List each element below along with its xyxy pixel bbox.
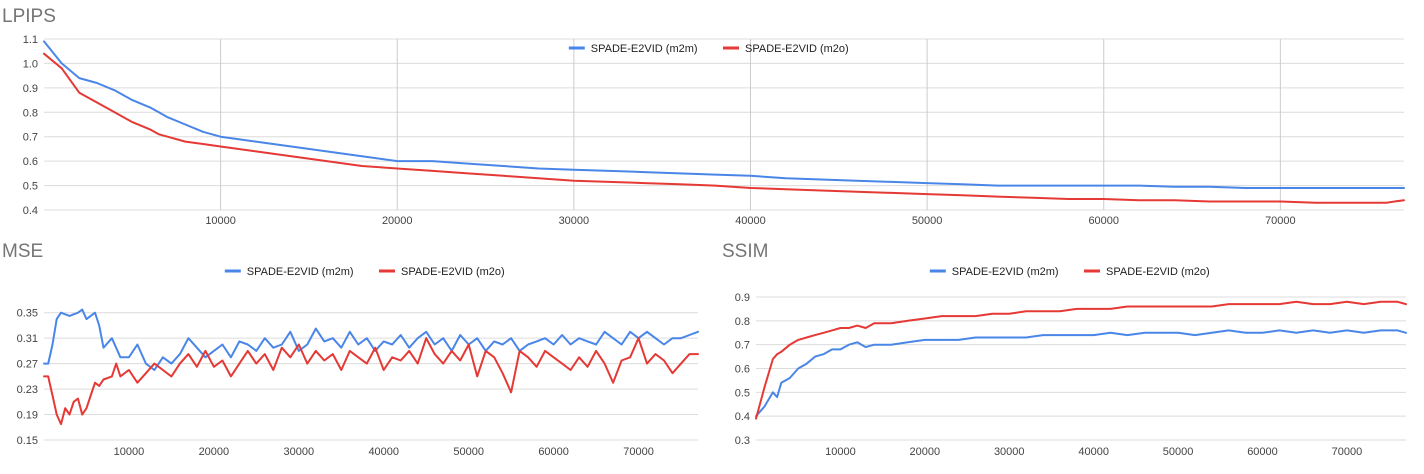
series-line-m2m xyxy=(43,40,1405,189)
x-tick-label: 40000 xyxy=(368,446,399,458)
x-tick-label: 60000 xyxy=(1088,215,1119,227)
x-tick-label: 10000 xyxy=(205,215,236,227)
legend-label: SPADE-E2VID (m2o) xyxy=(1106,266,1210,278)
legend-label: SPADE-E2VID (m2o) xyxy=(745,43,849,55)
x-tick-label: 60000 xyxy=(538,446,569,458)
x-tick-label: 60000 xyxy=(1247,446,1278,458)
x-tick-label: 40000 xyxy=(735,215,766,227)
y-tick-label: 0.6 xyxy=(23,156,38,168)
x-tick-label: 70000 xyxy=(623,446,654,458)
series-line-m2o xyxy=(43,52,1405,204)
x-tick-label: 10000 xyxy=(825,446,856,458)
x-tick-label: 10000 xyxy=(114,446,145,458)
chart-title: LPIPS xyxy=(2,6,56,27)
y-tick-label: 0.15 xyxy=(17,435,38,447)
x-tick-label: 30000 xyxy=(284,446,315,458)
y-tick-label: 1.0 xyxy=(23,58,38,70)
y-tick-label: 0.7 xyxy=(735,340,750,352)
x-tick-label: 50000 xyxy=(453,446,484,458)
legend-item: SPADE-E2VID (m2o) xyxy=(379,266,505,278)
chart-title: MSE xyxy=(2,241,43,262)
x-tick-label: 20000 xyxy=(199,446,230,458)
chart-0: LPIPS 0.4 0.5 0.6 0.7 0.8 0.9 1.0 1.1 10000 20000 3… xyxy=(2,6,1405,227)
y-tick-label: 0.35 xyxy=(17,308,38,320)
x-tick-label: 70000 xyxy=(1332,446,1363,458)
x-tick-label: 30000 xyxy=(559,215,590,227)
y-tick-label: 0.8 xyxy=(23,107,38,119)
legend-label: SPADE-E2VID (m2m) xyxy=(591,43,698,55)
y-tick-label: 1.1 xyxy=(23,34,38,46)
chart-title: SSIM xyxy=(722,241,768,262)
y-tick-label: 0.19 xyxy=(17,410,38,422)
y-tick-label: 0.4 xyxy=(23,205,38,217)
y-tick-label: 0.27 xyxy=(17,359,38,371)
series-line-m2m xyxy=(755,329,1407,418)
y-tick-label: 0.7 xyxy=(23,132,38,144)
y-tick-label: 0.9 xyxy=(23,83,38,95)
x-tick-label: 20000 xyxy=(382,215,413,227)
legend-item: SPADE-E2VID (m2o) xyxy=(723,43,849,55)
chart-1: MSE 0.15 0.19 0.23 0.27 0.31 0.35 10000 20000 300… xyxy=(2,241,699,458)
y-tick-label: 0.9 xyxy=(735,292,750,304)
y-tick-label: 0.5 xyxy=(23,181,38,193)
series-line-m2o xyxy=(755,300,1407,420)
x-tick-label: 20000 xyxy=(910,446,941,458)
x-tick-label: 30000 xyxy=(994,446,1025,458)
legend-item: SPADE-E2VID (m2o) xyxy=(1084,266,1210,278)
legend-item: SPADE-E2VID (m2m) xyxy=(224,266,354,278)
y-tick-label: 0.23 xyxy=(17,384,38,396)
legend-label: SPADE-E2VID (m2m) xyxy=(247,266,354,278)
legend-item: SPADE-E2VID (m2m) xyxy=(568,43,698,55)
y-tick-label: 0.5 xyxy=(735,387,750,399)
x-tick-label: 50000 xyxy=(1163,446,1194,458)
legend-label: SPADE-E2VID (m2o) xyxy=(401,266,505,278)
series-line-m2m xyxy=(43,308,699,371)
y-tick-label: 0.8 xyxy=(735,316,750,328)
x-tick-label: 70000 xyxy=(1265,215,1296,227)
legend-item: SPADE-E2VID (m2m) xyxy=(929,266,1059,278)
chart-2: SSIM 0.3 0.4 0.5 0.6 0.7 0.8 0.9 10000 20000 30000… xyxy=(722,241,1407,458)
y-tick-label: 0.3 xyxy=(735,435,750,447)
x-tick-label: 40000 xyxy=(1078,446,1109,458)
series-line-m2o xyxy=(43,337,699,426)
y-tick-label: 0.4 xyxy=(735,411,750,423)
y-tick-label: 0.6 xyxy=(735,364,750,376)
x-tick-label: 50000 xyxy=(912,215,943,227)
legend-label: SPADE-E2VID (m2m) xyxy=(952,266,1059,278)
y-tick-label: 0.31 xyxy=(17,333,38,345)
